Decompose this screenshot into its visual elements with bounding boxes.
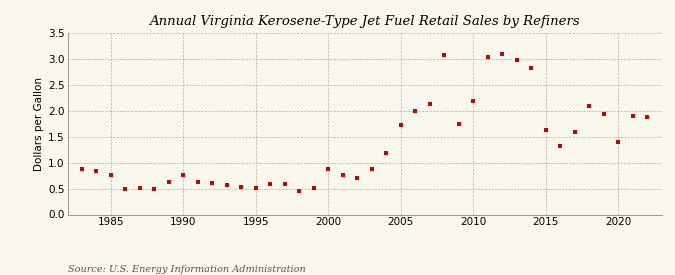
Title: Annual Virginia Kerosene-Type Jet Fuel Retail Sales by Refiners: Annual Virginia Kerosene-Type Jet Fuel R… [149, 15, 580, 28]
Y-axis label: Dollars per Gallon: Dollars per Gallon [34, 77, 44, 171]
Text: Source: U.S. Energy Information Administration: Source: U.S. Energy Information Administ… [68, 265, 305, 274]
